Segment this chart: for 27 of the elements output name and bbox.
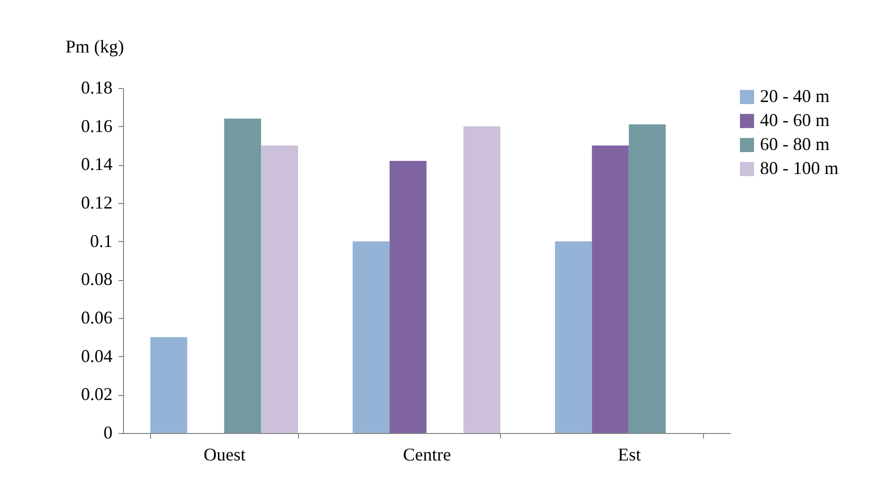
bar — [352, 241, 390, 433]
y-tick-label: 0.16 — [81, 116, 112, 136]
bar — [150, 337, 188, 433]
y-tick-label: 0.18 — [81, 78, 112, 98]
legend-label: 40 - 60 m — [760, 110, 830, 130]
y-axis-title: Pm (kg) — [66, 36, 124, 56]
bar — [261, 146, 298, 433]
y-tick-label: 0.04 — [81, 346, 112, 366]
legend-label: 20 - 40 m — [760, 86, 830, 106]
y-tick-label: 0.02 — [81, 384, 112, 404]
y-tick-label: 0 — [104, 422, 112, 442]
bar — [628, 124, 666, 433]
x-tick-label: Est — [618, 444, 641, 464]
x-tick-label: Centre — [403, 444, 451, 464]
y-tick-label: 0.1 — [90, 230, 112, 251]
bar — [390, 160, 426, 433]
y-tick-label: 0.06 — [81, 308, 112, 328]
bar — [224, 118, 262, 433]
legend-label: 60 - 80 m — [760, 134, 830, 154]
y-tick-label: 0.08 — [81, 269, 112, 290]
bar — [554, 241, 592, 433]
legend-label: 80 - 100 m — [760, 158, 838, 178]
bar — [463, 126, 500, 433]
y-tick-label: 0.12 — [81, 192, 112, 212]
x-tick-label: Ouest — [204, 444, 246, 464]
bar — [592, 146, 629, 433]
y-tick-label: 0.14 — [81, 154, 112, 174]
